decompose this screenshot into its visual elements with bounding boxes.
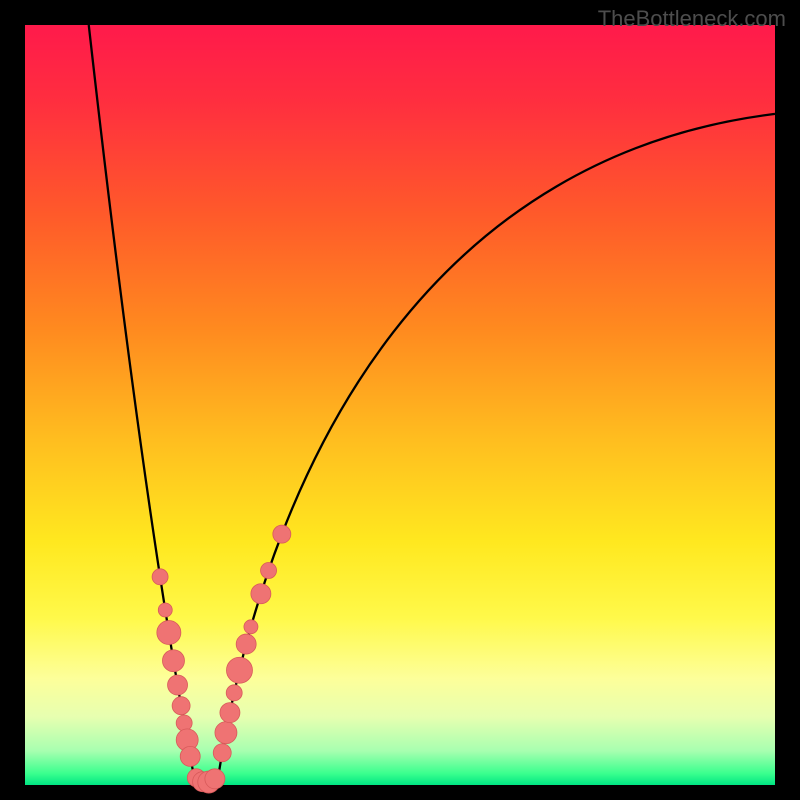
data-marker	[215, 722, 237, 744]
bottleneck-chart-svg	[0, 0, 800, 800]
data-marker	[176, 715, 192, 731]
data-marker	[261, 563, 277, 579]
data-marker	[220, 703, 240, 723]
data-marker	[180, 746, 200, 766]
data-marker	[157, 621, 181, 645]
data-marker	[158, 603, 172, 617]
data-marker	[226, 657, 252, 683]
data-marker	[205, 769, 225, 789]
data-marker	[236, 634, 256, 654]
data-marker	[251, 584, 271, 604]
data-marker	[168, 675, 188, 695]
data-marker	[152, 569, 168, 585]
data-marker	[273, 525, 291, 543]
data-marker	[213, 744, 231, 762]
data-marker	[226, 685, 242, 701]
data-marker	[162, 650, 184, 672]
chart-root: TheBottleneck.com	[0, 0, 800, 800]
data-marker	[244, 620, 258, 634]
data-marker	[172, 697, 190, 715]
watermark-text: TheBottleneck.com	[598, 6, 786, 32]
